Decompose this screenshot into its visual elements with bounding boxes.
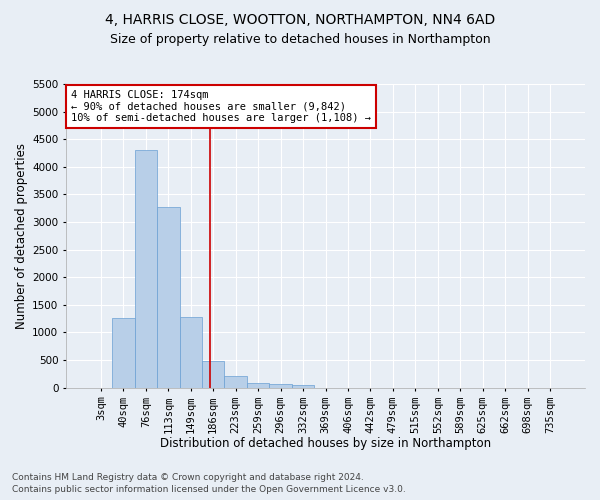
Bar xyxy=(179,316,202,388)
Bar xyxy=(202,360,224,388)
Bar xyxy=(224,376,247,388)
Bar xyxy=(292,384,314,388)
Text: 4 HARRIS CLOSE: 174sqm
← 90% of detached houses are smaller (9,842)
10% of semi-: 4 HARRIS CLOSE: 174sqm ← 90% of detached… xyxy=(71,90,371,124)
X-axis label: Distribution of detached houses by size in Northampton: Distribution of detached houses by size … xyxy=(160,437,491,450)
Y-axis label: Number of detached properties: Number of detached properties xyxy=(15,143,28,329)
Text: Contains public sector information licensed under the Open Government Licence v3: Contains public sector information licen… xyxy=(12,485,406,494)
Text: Contains HM Land Registry data © Crown copyright and database right 2024.: Contains HM Land Registry data © Crown c… xyxy=(12,474,364,482)
Text: 4, HARRIS CLOSE, WOOTTON, NORTHAMPTON, NN4 6AD: 4, HARRIS CLOSE, WOOTTON, NORTHAMPTON, N… xyxy=(105,12,495,26)
Bar xyxy=(157,206,179,388)
Text: Size of property relative to detached houses in Northampton: Size of property relative to detached ho… xyxy=(110,32,490,46)
Bar xyxy=(269,384,292,388)
Bar xyxy=(112,318,134,388)
Bar xyxy=(134,150,157,388)
Bar xyxy=(247,382,269,388)
